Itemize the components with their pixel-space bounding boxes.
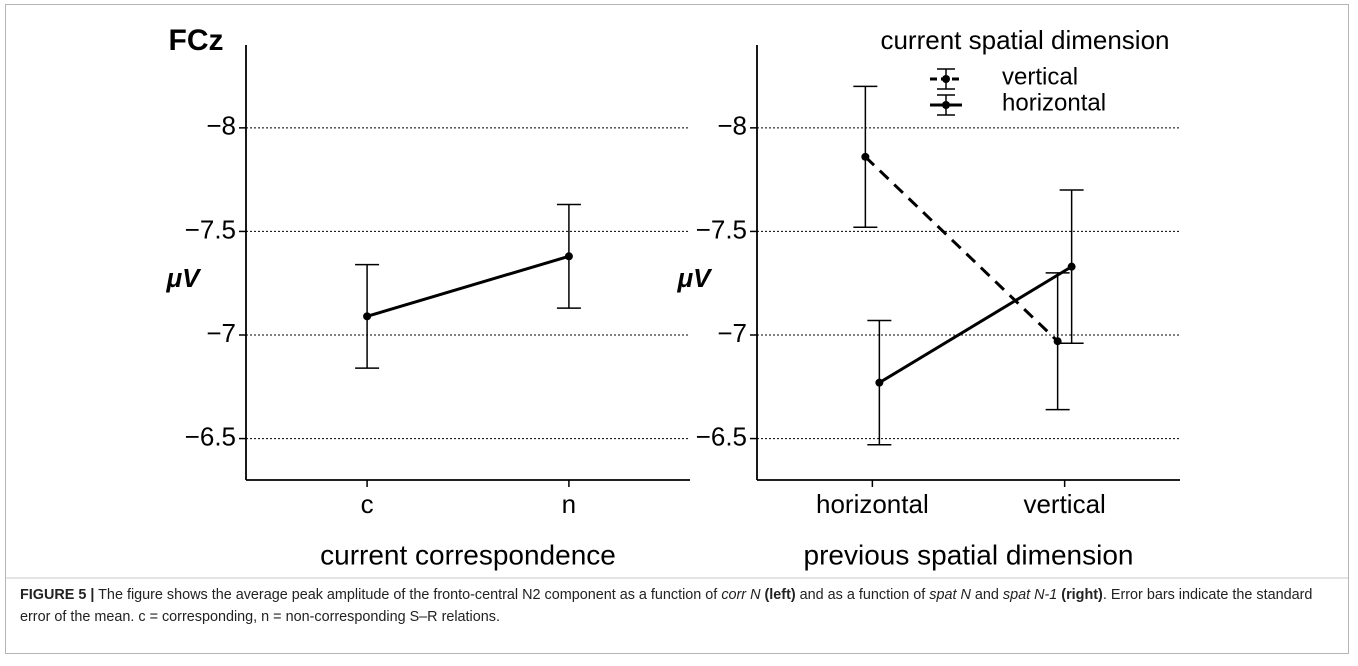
y-tick-label: −8 xyxy=(717,111,747,141)
caption-text: corr N xyxy=(721,587,761,603)
x-tick-label: horizontal xyxy=(816,489,929,519)
point xyxy=(861,152,870,161)
point xyxy=(1067,262,1076,271)
caption-text: and xyxy=(970,587,1003,603)
y-tick-label: −6.5 xyxy=(185,421,236,451)
y-tick-label: −7.5 xyxy=(696,214,747,244)
x-axis-label: current correspondence xyxy=(320,539,616,570)
x-tick-label: n xyxy=(562,489,576,519)
x-axis-label: previous spatial dimension xyxy=(804,539,1134,570)
y-tick-label: −7 xyxy=(717,318,747,348)
y-tick-label: −8 xyxy=(206,111,236,141)
legend-point xyxy=(942,75,950,83)
figure-frame xyxy=(5,4,1349,654)
y-tick-label: −7 xyxy=(206,318,236,348)
point xyxy=(363,312,372,321)
x-tick-label: vertical xyxy=(1023,489,1105,519)
chart: −8 −7.5 −7 −6.5 c n current correspondence μV FC… xyxy=(6,24,1348,579)
caption: FIGURE 5 | The figure shows the average … xyxy=(20,584,1345,628)
series-line xyxy=(366,254,570,318)
y-tick-label: −6.5 xyxy=(696,421,747,451)
y-axis-label: μV xyxy=(165,263,202,293)
legend-label: horizontal xyxy=(1002,89,1106,116)
point xyxy=(875,378,884,387)
caption-text: (left) xyxy=(760,587,796,603)
y-tick-label: −7.5 xyxy=(185,214,236,244)
caption-text: . Error bars indicate the standard error… xyxy=(20,587,1313,625)
caption-text: FIGURE 5 | xyxy=(20,587,95,603)
panel-title: FCz xyxy=(169,24,224,57)
legend-point xyxy=(942,101,950,109)
y-axis-label: μV xyxy=(676,263,713,293)
caption-text: The figure shows the average peak amplit… xyxy=(94,587,722,603)
point xyxy=(564,252,573,261)
caption-text: spat N-1 xyxy=(1002,587,1058,603)
series-line xyxy=(864,155,1059,343)
series-line xyxy=(878,265,1073,384)
caption-text: and as a function of xyxy=(795,587,930,603)
caption-text: (right) xyxy=(1057,587,1103,603)
legend-label: vertical xyxy=(1002,63,1078,90)
legend-title: current spatial dimension xyxy=(880,25,1169,55)
x-tick-label: c xyxy=(361,489,374,519)
caption-text: spat N xyxy=(929,587,971,603)
